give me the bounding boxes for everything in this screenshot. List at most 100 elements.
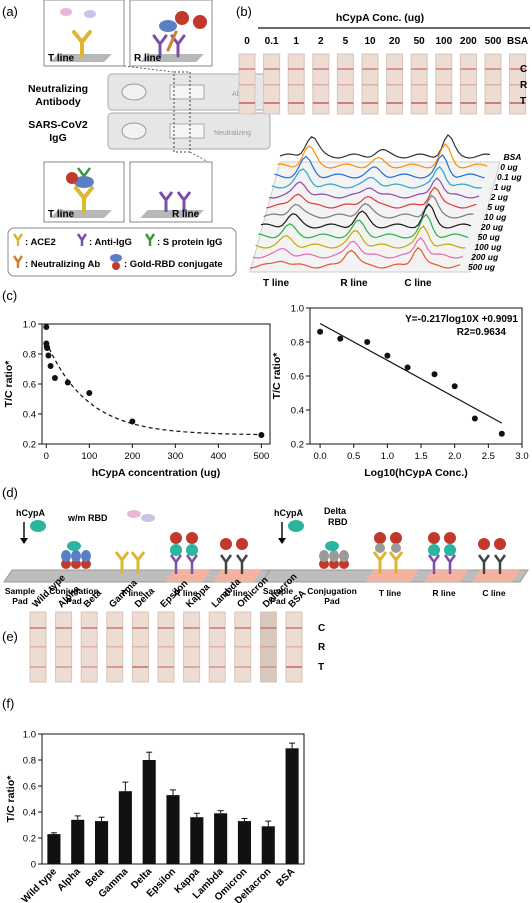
strip-conc-label: 50	[414, 36, 426, 47]
y-tick-label: 0.8	[291, 338, 304, 349]
data-point	[431, 371, 438, 378]
r-band	[81, 646, 98, 648]
conj-pad-label: Conjugation	[307, 586, 357, 596]
gold-particle-icon	[374, 532, 386, 544]
svg-text:(f): (f)	[2, 696, 14, 711]
t-band	[509, 102, 526, 104]
y-tick-label: 1.0	[291, 304, 304, 315]
anti-igg-icon	[427, 554, 441, 574]
hcypa-bound-icon	[67, 541, 81, 551]
r-band	[209, 646, 226, 648]
strip-conc-label: 0.1	[265, 36, 279, 47]
rbd-icon	[391, 543, 401, 553]
svg-text:C line: C line	[404, 278, 432, 289]
svg-text:Antibody: Antibody	[35, 96, 81, 108]
strip-conc-label: 200	[460, 36, 477, 47]
data-point	[43, 324, 50, 330]
svg-text:: Gold-RBD conjugate: : Gold-RBD conjugate	[124, 259, 223, 270]
r-band	[30, 646, 46, 648]
r-band	[288, 84, 305, 86]
hcypa-label: hCypA	[274, 508, 304, 518]
strip-conc-label: 1	[293, 36, 299, 47]
svg-text:: ACE2: : ACE2	[25, 237, 56, 248]
c-band	[260, 627, 277, 629]
t-line-label: T line	[121, 588, 143, 598]
waterfall-trace	[260, 203, 472, 229]
variant-strip	[183, 611, 201, 683]
x-tick-label: Alpha	[55, 866, 83, 894]
svg-text:R: R	[318, 642, 326, 653]
t-band	[132, 666, 149, 668]
c-band	[81, 627, 98, 629]
data-point	[51, 375, 58, 381]
gold-particle-icon	[170, 532, 182, 544]
c-band	[288, 68, 305, 70]
c-band	[460, 68, 477, 70]
waterfall-trace-label: 0.1 ug	[497, 172, 522, 182]
arrowhead-icon	[20, 538, 28, 544]
data-point	[471, 415, 478, 422]
y-tick-label: 1.0	[23, 320, 36, 331]
svg-text:Ab: Ab	[232, 91, 241, 98]
conj-pad-label: Conjugation	[49, 586, 99, 596]
waterfall-trace	[271, 166, 482, 189]
x-tick-label: 0.5	[347, 451, 360, 462]
svg-text:T line: T line	[263, 278, 290, 289]
y-tick-label: 0.2	[23, 834, 36, 845]
rbd-icon	[61, 550, 71, 562]
panel-d: (d) hCypA w/m RBDSamplePadConjugationPadT…	[2, 485, 529, 606]
conj-pad-label: Pad	[66, 596, 82, 606]
waterfall-trace-label: BSA	[504, 152, 522, 162]
svg-text:T line: T line	[48, 209, 75, 220]
y-axis-label: T/C ratio*	[271, 352, 283, 400]
variant-strip	[208, 611, 226, 683]
x-axis-label: hCypA concentration (ug)	[92, 467, 221, 479]
strip-conc-label: 2	[318, 36, 324, 47]
sample-pad-label: Sample	[263, 586, 294, 596]
strip-conc-label: 500	[485, 36, 502, 47]
gold-particle-icon	[390, 532, 402, 544]
chart-concentration: 0.2 0.4 0.6 0.8 1.0 0 100 200 300 400 500 hCypA con…	[3, 320, 271, 479]
hcypa-bound-icon	[186, 544, 198, 556]
waterfall-trace-label: 1 ug	[494, 182, 512, 192]
t-band	[30, 666, 46, 668]
data-point	[258, 432, 265, 438]
svg-text:: Anti-IgG: : Anti-IgG	[89, 237, 132, 248]
c-band	[106, 627, 123, 629]
gold-particle-icon	[220, 538, 232, 550]
neutralizing-ab-legend-icon	[12, 255, 24, 268]
strip-conc-label: 20	[389, 36, 401, 47]
x-tick-label: 400	[210, 451, 226, 462]
x-tick-label: 2.5	[482, 451, 495, 462]
r-band	[132, 646, 149, 648]
waterfall-floor	[249, 161, 501, 273]
t-band	[239, 102, 255, 104]
waterfall-trace	[249, 246, 461, 269]
variant-strip	[80, 611, 98, 683]
svg-text:R line: R line	[172, 209, 200, 220]
hcypa-bound-icon	[444, 544, 456, 556]
strip-labels: 0 0.1 1 2 5 10 20 50 100 200 500 BSA	[244, 36, 528, 47]
c-band	[132, 627, 149, 629]
t-band	[260, 666, 277, 668]
data-point	[317, 328, 324, 335]
r-band	[158, 646, 174, 648]
t-band	[81, 666, 98, 668]
variant-strip	[259, 611, 277, 683]
r-band	[411, 84, 428, 86]
t-band	[286, 666, 302, 668]
c-band	[435, 68, 452, 70]
svg-text:(e): (e)	[2, 629, 18, 644]
variant-strip	[29, 611, 47, 683]
ace2-icon	[388, 551, 404, 574]
panel-c: (c) 0.2 0.4 0.6 0.8 1.0 0 100 200 300 400 500 hCypA…	[2, 288, 529, 479]
neutralizing-ab-icon	[152, 30, 186, 58]
t-band	[263, 102, 280, 104]
data-point	[498, 430, 505, 437]
variant-strip	[285, 611, 303, 683]
r-band	[234, 646, 251, 648]
t-band	[312, 102, 329, 104]
wm-rbd-label: w/m RBD	[67, 513, 108, 523]
